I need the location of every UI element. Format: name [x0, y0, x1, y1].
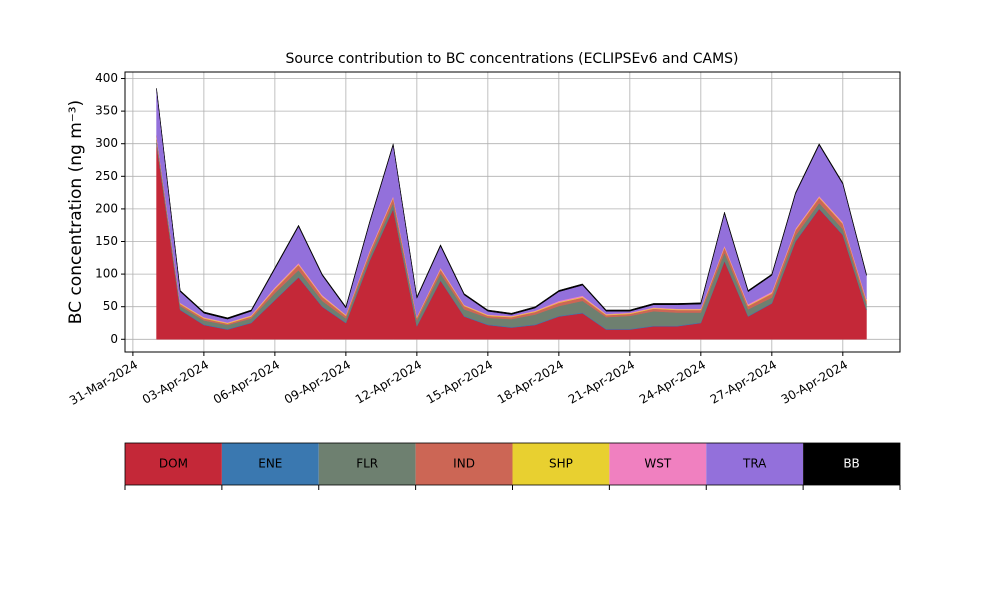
- x-tick-label: 15-Apr-2024: [424, 358, 495, 407]
- x-tick-label: 27-Apr-2024: [708, 358, 779, 407]
- legend-swatch: [706, 443, 804, 485]
- chart-title: Source contribution to BC concentrations…: [285, 51, 738, 67]
- y-tick-label: 200: [95, 201, 118, 215]
- area: [156, 88, 867, 320]
- legend-swatch: [318, 443, 416, 485]
- legend-frame: [124, 442, 901, 486]
- legend-swatch: [512, 443, 610, 485]
- legend-swatch: [415, 443, 513, 485]
- y-tick-label: 350: [95, 104, 118, 118]
- x-tick-label: 03-Apr-2024: [140, 358, 211, 407]
- legend-swatch: [125, 443, 222, 485]
- y-tick-label: 150: [95, 234, 118, 248]
- legend-label: WST: [644, 457, 671, 471]
- y-tick-label: 50: [103, 299, 118, 313]
- legend-label: FLR: [356, 457, 378, 471]
- y-tick-label: 0: [110, 332, 118, 346]
- legend-label: TRA: [742, 457, 767, 471]
- y-tick-label: 400: [95, 71, 118, 85]
- x-tick-label: 31-Mar-2024: [67, 358, 140, 408]
- legend-swatch: [221, 443, 319, 485]
- legend-swatch: [609, 443, 707, 485]
- legend-label: IND: [453, 457, 475, 471]
- y-tick-label: 250: [95, 169, 118, 183]
- x-tick-label: 12-Apr-2024: [353, 358, 424, 407]
- legend-swatch: [803, 443, 900, 485]
- y-tick-label: 100: [95, 267, 118, 281]
- x-tick-label: 21-Apr-2024: [566, 358, 637, 407]
- y-axis-label: BC concentration (ng m⁻³): [66, 100, 86, 324]
- legend-label: DOM: [159, 457, 188, 471]
- x-tick-label: 24-Apr-2024: [637, 358, 708, 407]
- plot-frame: [124, 71, 901, 353]
- area: [156, 89, 867, 323]
- legend-label: SHP: [549, 457, 573, 471]
- x-tick-label: 09-Apr-2024: [282, 358, 353, 407]
- y-tick-label: 300: [95, 136, 118, 150]
- x-tick-label: 06-Apr-2024: [211, 358, 282, 407]
- x-tick-label: 18-Apr-2024: [495, 358, 566, 407]
- legend-label: ENE: [258, 457, 282, 471]
- legend-label: BB: [843, 457, 859, 471]
- x-tick-label: 30-Apr-2024: [779, 358, 850, 407]
